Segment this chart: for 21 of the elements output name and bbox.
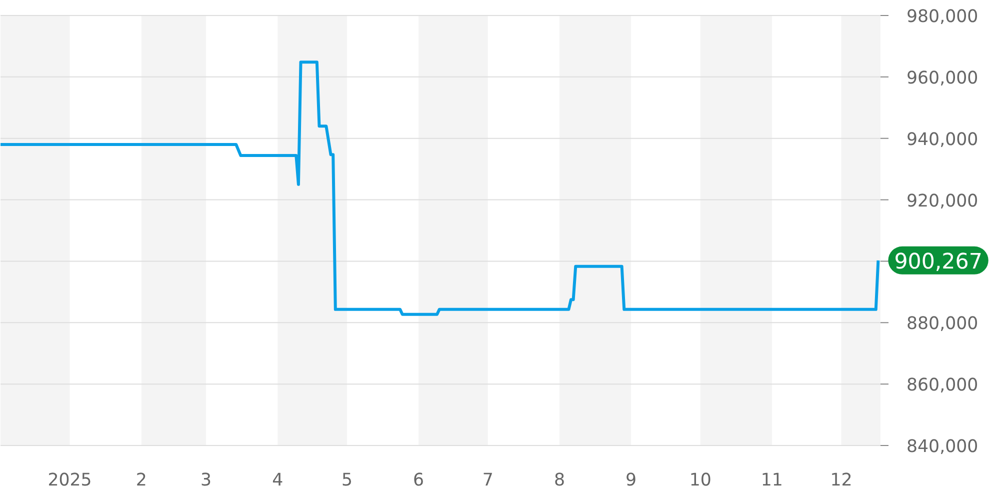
x-tick-label: 2	[136, 470, 147, 490]
x-tick-label: 6	[413, 470, 424, 490]
x-tick-label: 8	[554, 470, 565, 490]
y-tick-label: 980,000	[906, 7, 978, 27]
x-tick-label: 12	[830, 470, 852, 490]
line-series	[0, 60, 880, 316]
y-tick-label: 840,000	[906, 437, 978, 457]
y-tick-label: 920,000	[906, 191, 978, 212]
annotation: 900,267	[894, 249, 982, 274]
y-tick-label: 960,000	[906, 68, 978, 88]
x-tick-label: 2025	[48, 470, 92, 490]
x-tick-label: 10	[689, 470, 712, 490]
x-tick-label: 3	[200, 470, 212, 490]
x-tick-label: 7	[482, 470, 494, 490]
x-tick-label: 11	[760, 470, 783, 490]
y-tick-label: 880,000	[906, 314, 978, 334]
y-tick-label: 860,000	[906, 376, 978, 396]
x-tick-label: 5	[341, 470, 352, 490]
y-tick-label: 940,000	[906, 130, 978, 150]
x-tick-label: 9	[626, 470, 637, 490]
x-tick-label: 4	[272, 470, 284, 490]
